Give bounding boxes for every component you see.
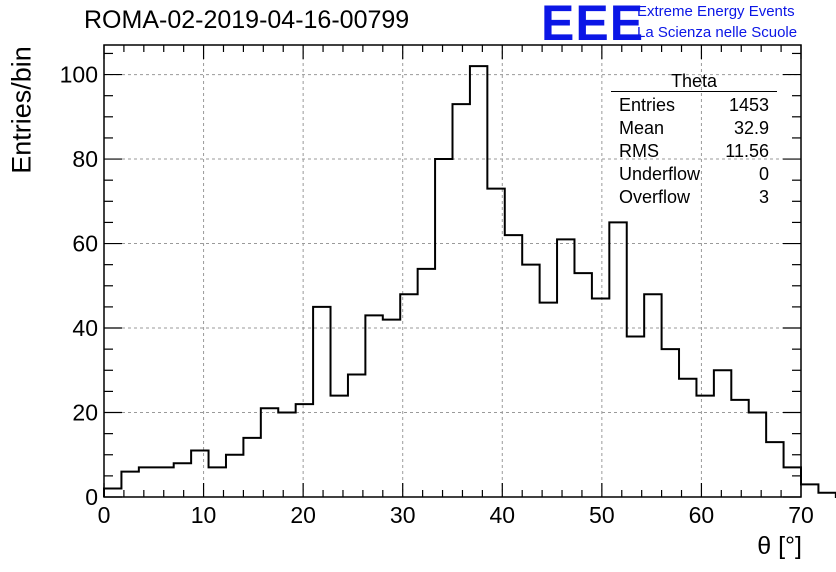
stats-label: RMS <box>619 141 659 161</box>
stats-title: Theta <box>611 72 777 92</box>
histogram-bin <box>104 489 121 497</box>
stats-value: 3 <box>758 187 769 207</box>
histogram-bin <box>679 379 696 497</box>
histogram-bin <box>662 349 679 497</box>
histogram-bin <box>574 273 591 497</box>
histogram-bin <box>696 396 713 497</box>
histogram-bin <box>313 307 330 497</box>
y-tick-label: 80 <box>72 146 98 172</box>
stats-box: Theta Entries 1453 Mean 32.9 RMS 11.56 U… <box>611 72 777 209</box>
brand-line-1: Extreme Energy Events <box>637 3 795 20</box>
stats-label: Entries <box>619 95 676 115</box>
histogram-bin <box>418 269 435 497</box>
histogram-bin <box>557 239 574 497</box>
y-tick-label: 100 <box>60 62 98 88</box>
x-tick-label: 40 <box>489 502 515 528</box>
histogram-bin <box>453 104 470 497</box>
histogram-bin <box>766 442 783 497</box>
x-tick-label: 10 <box>191 502 217 528</box>
histogram-bin <box>801 484 818 497</box>
x-tick-label: 30 <box>390 502 416 528</box>
chart-title: ROMA-02-2019-04-16-00799 <box>84 6 410 34</box>
histogram-bin <box>243 438 260 497</box>
histogram-bin <box>505 235 522 497</box>
histogram-bin <box>731 400 748 497</box>
stats-value: 0 <box>758 164 769 184</box>
histogram-bin <box>487 189 504 497</box>
histogram-bin <box>522 265 539 497</box>
histogram-bin <box>331 396 348 497</box>
axis-ticks <box>103 45 802 498</box>
stats-row-entries: Entries 1453 <box>611 94 777 117</box>
brand-line-2: La Scienza nelle Scuole <box>637 24 798 41</box>
y-tick-label: 0 <box>85 484 98 510</box>
stats-label: Mean <box>619 118 665 138</box>
x-tick-label: 50 <box>589 502 615 528</box>
x-tick-label: 20 <box>290 502 316 528</box>
y-tick-label: 60 <box>72 231 98 257</box>
histogram-bin <box>278 413 295 497</box>
histogram-bin <box>540 303 557 497</box>
histogram-bin <box>296 404 313 497</box>
x-tick-label: 0 <box>98 502 111 528</box>
stats-row-rms: RMS 11.56 <box>611 140 777 163</box>
x-tick-label: 60 <box>689 502 715 528</box>
histogram-bin <box>156 467 173 497</box>
stats-value: 32.9 <box>733 118 769 138</box>
x-axis-label: θ [°] <box>757 532 802 560</box>
histogram-bin <box>226 455 243 497</box>
histogram-bin <box>139 467 156 497</box>
histogram-bin <box>383 320 400 497</box>
histogram-bin <box>592 298 609 497</box>
histogram-bin <box>749 413 766 497</box>
y-tick-label: 20 <box>72 400 98 426</box>
stats-value: 1453 <box>728 95 769 115</box>
histogram-bin <box>191 451 208 497</box>
stats-label: Overflow <box>619 187 691 207</box>
y-tick-label: 40 <box>72 315 98 341</box>
histogram-bin <box>365 315 382 497</box>
histogram-bin <box>470 66 487 497</box>
histogram-bin <box>627 336 644 497</box>
histogram-bin <box>174 463 191 497</box>
stats-value: 11.56 <box>725 141 769 161</box>
stats-label: Underflow <box>619 164 701 184</box>
histogram-bin <box>714 370 731 497</box>
histogram-bin <box>261 408 278 497</box>
stats-row-mean: Mean 32.9 <box>611 117 777 140</box>
plot-frame <box>103 44 802 498</box>
x-tick-label: 70 <box>788 502 814 528</box>
stats-row-overflow: Overflow 3 <box>611 186 777 209</box>
histogram-bin <box>784 467 801 497</box>
histogram-bin <box>348 374 365 497</box>
stats-row-underflow: Underflow 0 <box>611 163 777 186</box>
histogram-bin <box>435 159 452 497</box>
histogram-bin <box>644 294 661 497</box>
histogram-bin <box>609 222 626 497</box>
eee-logo: EEE <box>541 0 645 51</box>
y-axis-label: Entries/bin <box>6 46 37 174</box>
